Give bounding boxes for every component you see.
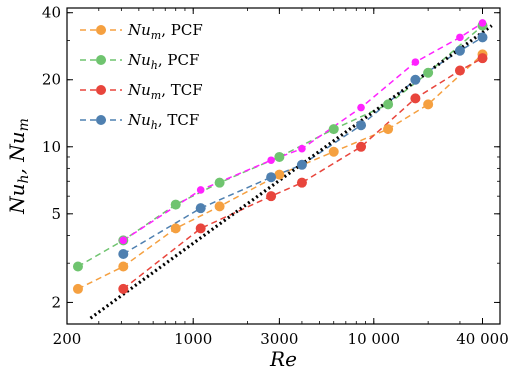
y-tick-label: 5 (51, 205, 61, 223)
data-point-series-0 (423, 99, 434, 110)
y-axis-label-group: Nuh, Num (5, 118, 32, 215)
y-axis-label: Nuh, Num (5, 118, 32, 215)
data-point-series-0 (214, 201, 225, 212)
data-point-series-3 (296, 159, 307, 170)
data-point-series-1 (72, 261, 83, 272)
legend-label: Nuh, PCF (127, 51, 199, 72)
legend-swatch-marker (96, 115, 106, 125)
data-point-series-1 (274, 151, 285, 162)
x-tick-label: 1000 (174, 330, 212, 348)
plot-frame (66, 7, 501, 325)
data-point-series-3 (454, 45, 465, 56)
legend-entry: Nuh, PCF (80, 51, 199, 72)
data-point-series-3 (266, 172, 277, 183)
x-tick-label: 200 (53, 330, 82, 348)
data-point-series-4 (298, 144, 306, 153)
legend-swatch-marker (96, 55, 106, 65)
data-point-series-3 (118, 248, 129, 259)
series-line-4 (122, 22, 483, 241)
y-tick-label: 40 (42, 4, 61, 22)
data-point-series-3 (195, 203, 206, 214)
data-point-series-4 (196, 186, 205, 194)
data-point-series-3 (410, 74, 421, 85)
legend-entry: Num, TCF (80, 81, 203, 102)
data-point-series-2 (266, 191, 277, 202)
data-point-series-1 (423, 67, 434, 78)
data-point-series-4 (411, 58, 420, 66)
legend-entry: Num, PCF (80, 21, 203, 42)
data-point-series-0 (72, 283, 83, 294)
data-point-series-4 (456, 33, 464, 42)
data-point-series-3 (356, 120, 367, 131)
series-line-2 (122, 57, 483, 290)
y-tick-label: 2 (51, 293, 61, 311)
plot-border (66, 7, 501, 325)
data-point-series-4 (478, 19, 487, 27)
data-point-series-1 (383, 99, 394, 110)
data-point-series-0 (170, 223, 181, 234)
data-point-series-1 (328, 124, 339, 135)
data-point-series-0 (274, 169, 285, 180)
legend-label: Nuh, TCF (127, 111, 199, 132)
data-point-series-3 (477, 32, 488, 43)
data-point-series-2 (477, 53, 488, 64)
data-point-series-2 (410, 93, 421, 104)
data-point-series-1 (214, 177, 225, 188)
series-markers (72, 19, 488, 294)
series-line-3 (122, 36, 483, 255)
data-point-series-2 (296, 177, 307, 188)
legend-swatch-marker (96, 25, 106, 35)
x-tick-label: 40 000 (456, 330, 509, 348)
y-tick-label: 20 (42, 71, 61, 89)
legend-label: Num, TCF (127, 81, 203, 102)
x-tick-label: 3000 (260, 330, 298, 348)
legend: Num, PCF Nuh, PCF Num, TCF Nuh, TCF (80, 21, 203, 132)
data-point-series-1 (170, 199, 181, 210)
data-point-series-0 (383, 124, 394, 135)
axis-ticks: 200 1000 3000 10 000 40 000 2 5 10 20 40 (42, 4, 509, 348)
x-axis-label: Re (269, 347, 297, 371)
legend-label: Num, PCF (127, 21, 203, 42)
data-point-series-2 (454, 65, 465, 76)
x-tick-label: 10 000 (348, 330, 401, 348)
data-point-series-4 (119, 236, 128, 245)
data-point-series-0 (328, 146, 339, 157)
data-point-series-2 (195, 223, 206, 234)
data-point-series-4 (267, 156, 275, 165)
legend-entry: Nuh, TCF (80, 111, 199, 132)
data-point-series-4 (357, 103, 365, 112)
y-tick-label: 10 (42, 138, 61, 156)
legend-swatch-marker (96, 85, 106, 95)
data-point-series-2 (356, 141, 367, 152)
data-point-series-0 (118, 261, 129, 272)
data-point-series-2 (118, 283, 129, 294)
